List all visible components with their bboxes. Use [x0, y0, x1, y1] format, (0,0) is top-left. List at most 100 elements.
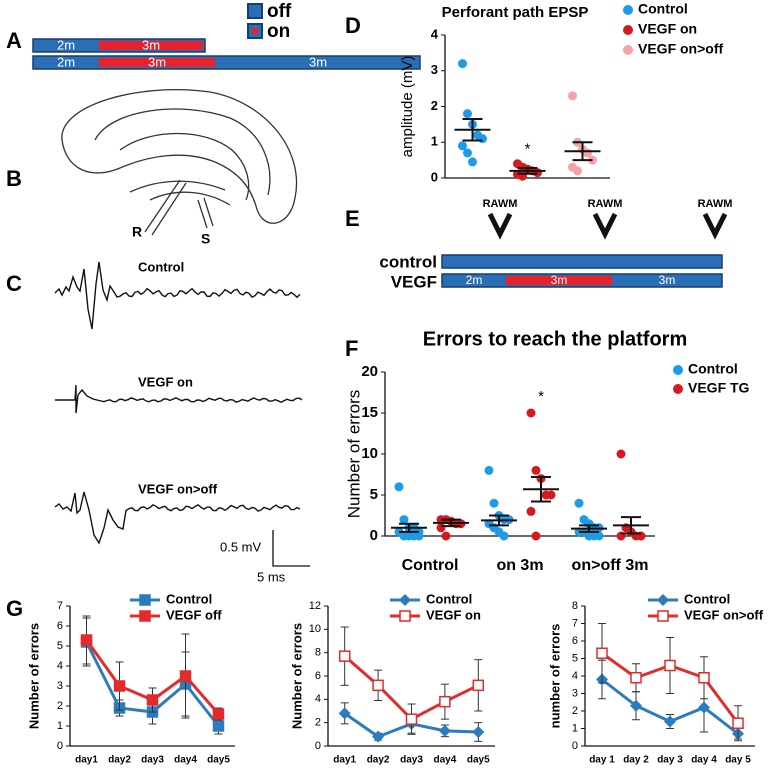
timeline-on: [99, 41, 203, 50]
y-tick-label: 2: [315, 717, 321, 729]
trace: [54, 491, 301, 545]
data-point: [458, 141, 467, 151]
y-tick-label: 15: [361, 404, 378, 421]
data-point: [80, 634, 93, 646]
y-tick-label: 10: [361, 445, 378, 462]
row-label: control: [379, 252, 437, 271]
y-tick-label: 4: [57, 660, 63, 672]
data-point: [533, 168, 542, 178]
data-point: [489, 498, 499, 508]
data-point: [630, 699, 642, 712]
data-point: [664, 715, 676, 728]
data-point: [414, 531, 424, 541]
y-tick-label: 1: [57, 720, 63, 732]
data-point: [441, 531, 451, 541]
y-tick-label: 6: [572, 635, 578, 647]
legend-marker: [673, 384, 683, 394]
x-tick-label: day 1: [589, 755, 615, 766]
x-tick-label: day1: [333, 755, 356, 766]
test-label: RAWM: [698, 198, 733, 210]
legend-label: Control: [688, 361, 738, 377]
panel-label: E: [345, 206, 360, 231]
hippocampus-layer: [149, 191, 231, 206]
x-tick-label: day3: [400, 755, 423, 766]
panel-label: D: [345, 13, 361, 38]
x-tick-label: day 2: [623, 755, 649, 766]
x-tick-label: on>off 3m: [572, 557, 649, 574]
legend-marker: [399, 610, 411, 622]
legend-label: Control: [426, 591, 472, 606]
segment-label: 3m: [309, 54, 327, 69]
timeline-bar: [441, 254, 723, 269]
segment-label: 2m: [466, 273, 483, 287]
data-point: [405, 713, 418, 725]
data-point: [698, 672, 710, 684]
y-tick-label: 3: [57, 680, 63, 692]
panel-label: F: [345, 336, 358, 361]
x-tick-label: day4: [434, 755, 457, 766]
hippocampus-outline: [61, 89, 298, 224]
x-tick-label: on 3m: [496, 557, 543, 574]
legend-label: Control: [638, 1, 688, 17]
annotation: *: [538, 388, 544, 405]
scale-label: 0.5 mV: [220, 539, 262, 554]
data-point: [531, 465, 541, 475]
data-point: [394, 482, 404, 492]
legend-label: VEGF on: [638, 21, 697, 37]
y-tick-label: 2: [431, 98, 438, 113]
y-tick-label: 4: [431, 26, 439, 41]
y-tick-label: 5: [572, 652, 578, 664]
data-point: [574, 498, 584, 508]
data-point: [526, 408, 536, 418]
x-tick-label: day1: [75, 755, 98, 766]
x-tick-label: day5: [467, 755, 490, 766]
timeline-on: [506, 276, 612, 285]
data-point: [664, 659, 676, 672]
data-point: [568, 91, 577, 101]
x-tick-label: Control: [402, 557, 459, 574]
y-axis-label: Number of errors: [344, 390, 363, 518]
y-tick-label: 7: [57, 600, 63, 612]
legend-label: Control: [166, 591, 212, 606]
data-point: [399, 515, 409, 525]
data-point: [472, 726, 485, 738]
scale-label: 5 ms: [257, 569, 286, 584]
y-tick-label: 3: [572, 687, 578, 699]
legend-marker: [673, 365, 683, 375]
test-arrow: [487, 212, 728, 240]
y-tick-label: 0: [572, 740, 578, 752]
data-point: [468, 157, 477, 167]
y-tick-label: 7: [572, 617, 578, 629]
data-point: [630, 672, 642, 684]
hippocampus-layer: [129, 180, 226, 193]
legend-marker: [657, 594, 669, 606]
panel-c: Control VEGF on VEGF on>off 0.5 mV 5 ms: [54, 259, 310, 584]
data-point: [372, 730, 385, 743]
panel-b: [61, 89, 298, 236]
y-tick-label: 1: [572, 722, 578, 734]
data-point: [179, 670, 192, 682]
trace-label: VEGF on: [138, 374, 193, 389]
y-axis-label: Number of errors: [26, 623, 41, 729]
y-tick-label: 10: [309, 623, 321, 635]
data-point: [478, 134, 487, 144]
legend-label: VEGF TG: [688, 380, 750, 396]
legend-swatch: [252, 28, 258, 34]
chart-title: Perforant path EPSP: [442, 4, 589, 21]
row-label: VEGF: [391, 272, 437, 291]
timeline-bar: [32, 55, 421, 70]
y-axis-label: number of errors: [547, 624, 562, 729]
segment-label: 2m: [57, 37, 75, 52]
y-tick-label: 4: [572, 670, 578, 682]
data-point: [458, 59, 467, 69]
panel-label: A: [6, 28, 22, 53]
y-tick-label: 5: [57, 640, 63, 652]
data-point: [113, 680, 126, 692]
y-tick-label: 0: [315, 740, 321, 752]
data-point: [594, 531, 604, 541]
data-point: [732, 717, 744, 729]
segment-label: 3m: [148, 54, 166, 69]
data-point: [472, 679, 485, 692]
electrode: [197, 197, 214, 229]
scale-bar: [272, 530, 310, 567]
